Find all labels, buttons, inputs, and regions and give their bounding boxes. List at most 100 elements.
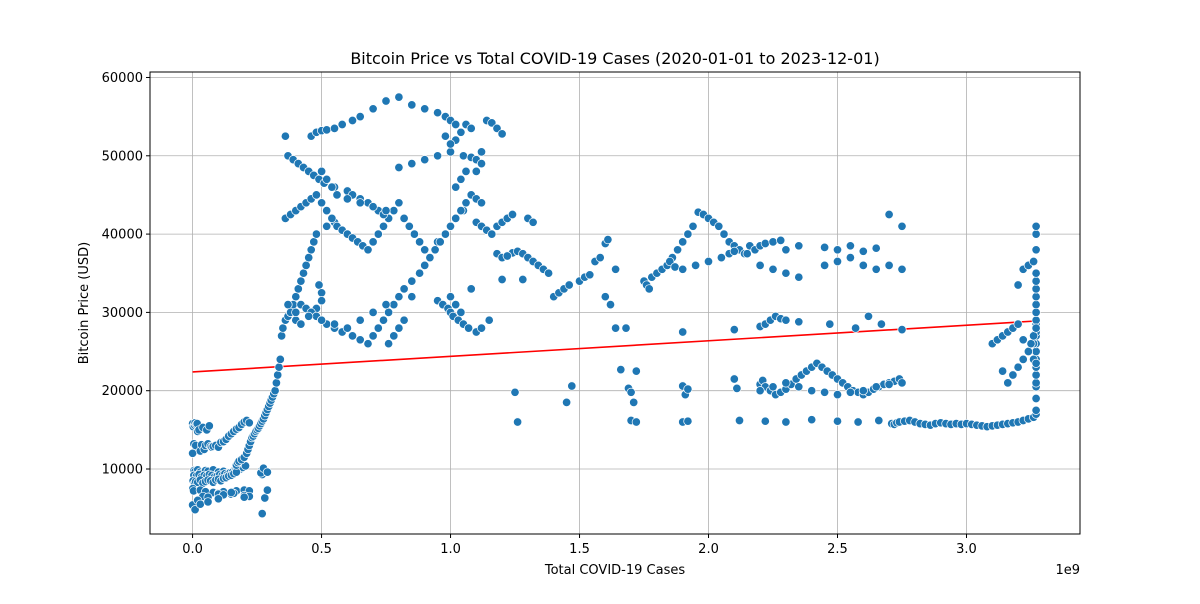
data-point	[832, 390, 843, 400]
data-point	[203, 497, 213, 507]
data-point	[1013, 362, 1023, 372]
data-point	[464, 323, 474, 333]
data-point	[719, 229, 729, 239]
data-point	[1031, 276, 1041, 286]
data-point	[1013, 280, 1023, 290]
data-point	[399, 213, 409, 223]
x-tick-label: 1.5	[569, 542, 590, 557]
y-axis-label: Bitcoin Price (USD)	[77, 242, 92, 364]
data-point	[337, 119, 347, 130]
data-point	[466, 123, 476, 133]
data-point	[190, 505, 200, 515]
data-point	[389, 206, 399, 216]
data-point	[502, 251, 512, 261]
trend-layer	[192, 320, 1037, 373]
data-point	[329, 319, 340, 329]
data-point	[283, 300, 293, 310]
data-point	[781, 378, 791, 388]
data-point	[355, 198, 365, 208]
data-point	[451, 182, 461, 192]
data-point	[845, 241, 855, 251]
data-point	[1031, 292, 1041, 302]
data-point	[322, 206, 332, 216]
data-point	[1031, 378, 1041, 388]
data-point	[781, 245, 791, 255]
data-point	[1031, 323, 1041, 333]
data-point	[497, 129, 507, 139]
data-point	[277, 331, 287, 341]
x-tick-label: 2.0	[698, 542, 719, 557]
x-tick-label: 2.5	[827, 542, 848, 557]
data-point	[1008, 370, 1018, 380]
data-point	[322, 221, 332, 231]
trend-line	[192, 320, 1037, 373]
data-point	[260, 493, 270, 503]
data-point	[322, 125, 332, 135]
data-point	[897, 264, 907, 274]
data-point	[755, 260, 765, 270]
grid	[150, 72, 1080, 534]
data-point	[399, 284, 409, 294]
data-point	[1031, 346, 1041, 357]
data-point	[507, 209, 518, 220]
data-point	[394, 92, 404, 102]
x-tick-label: 0.5	[311, 542, 332, 557]
data-point	[528, 217, 538, 227]
data-point	[456, 307, 466, 317]
data-point	[1013, 319, 1023, 329]
data-point	[407, 292, 417, 302]
y-tick-label: 20000	[102, 384, 143, 399]
data-point	[384, 339, 394, 349]
data-point	[368, 237, 378, 247]
data-point	[611, 323, 621, 333]
data-point	[420, 260, 430, 270]
data-point	[665, 256, 675, 267]
data-point	[794, 241, 804, 251]
data-point	[768, 237, 778, 247]
data-point	[407, 100, 417, 110]
data-point	[884, 260, 894, 270]
data-point	[820, 260, 830, 270]
x-axis: 0.0 0.5 1.0 1.5 2.0 2.5 3.0	[182, 534, 977, 557]
data-point	[306, 245, 316, 255]
y-tick-label: 50000	[102, 149, 143, 164]
data-point	[280, 131, 290, 141]
data-point	[389, 300, 399, 310]
data-point	[296, 319, 306, 329]
data-point	[461, 166, 471, 176]
data-point	[275, 354, 285, 364]
data-point	[621, 323, 631, 333]
data-point	[409, 229, 419, 239]
data-point	[213, 494, 223, 504]
data-point	[399, 315, 409, 325]
data-point	[476, 323, 487, 333]
data-point	[998, 366, 1008, 376]
data-point	[407, 276, 417, 286]
data-point	[631, 366, 641, 376]
data-point	[368, 104, 378, 114]
data-point	[425, 253, 435, 263]
data-point	[317, 166, 327, 176]
data-point	[603, 235, 613, 245]
data-point	[451, 300, 461, 310]
data-point	[781, 417, 791, 427]
data-point	[595, 253, 605, 263]
data-point	[262, 467, 272, 477]
data-point	[262, 485, 272, 495]
data-point	[293, 284, 303, 294]
data-point	[616, 365, 626, 375]
data-point	[683, 229, 693, 239]
data-point	[732, 383, 742, 393]
data-point	[278, 323, 288, 333]
data-point	[291, 292, 301, 302]
data-point	[1018, 354, 1028, 364]
data-point	[445, 147, 456, 157]
data-point	[487, 229, 497, 239]
data-point	[273, 370, 283, 380]
data-point	[244, 418, 254, 428]
data-point	[394, 292, 404, 302]
y-tick-label: 60000	[102, 71, 143, 86]
data-point	[683, 384, 693, 394]
